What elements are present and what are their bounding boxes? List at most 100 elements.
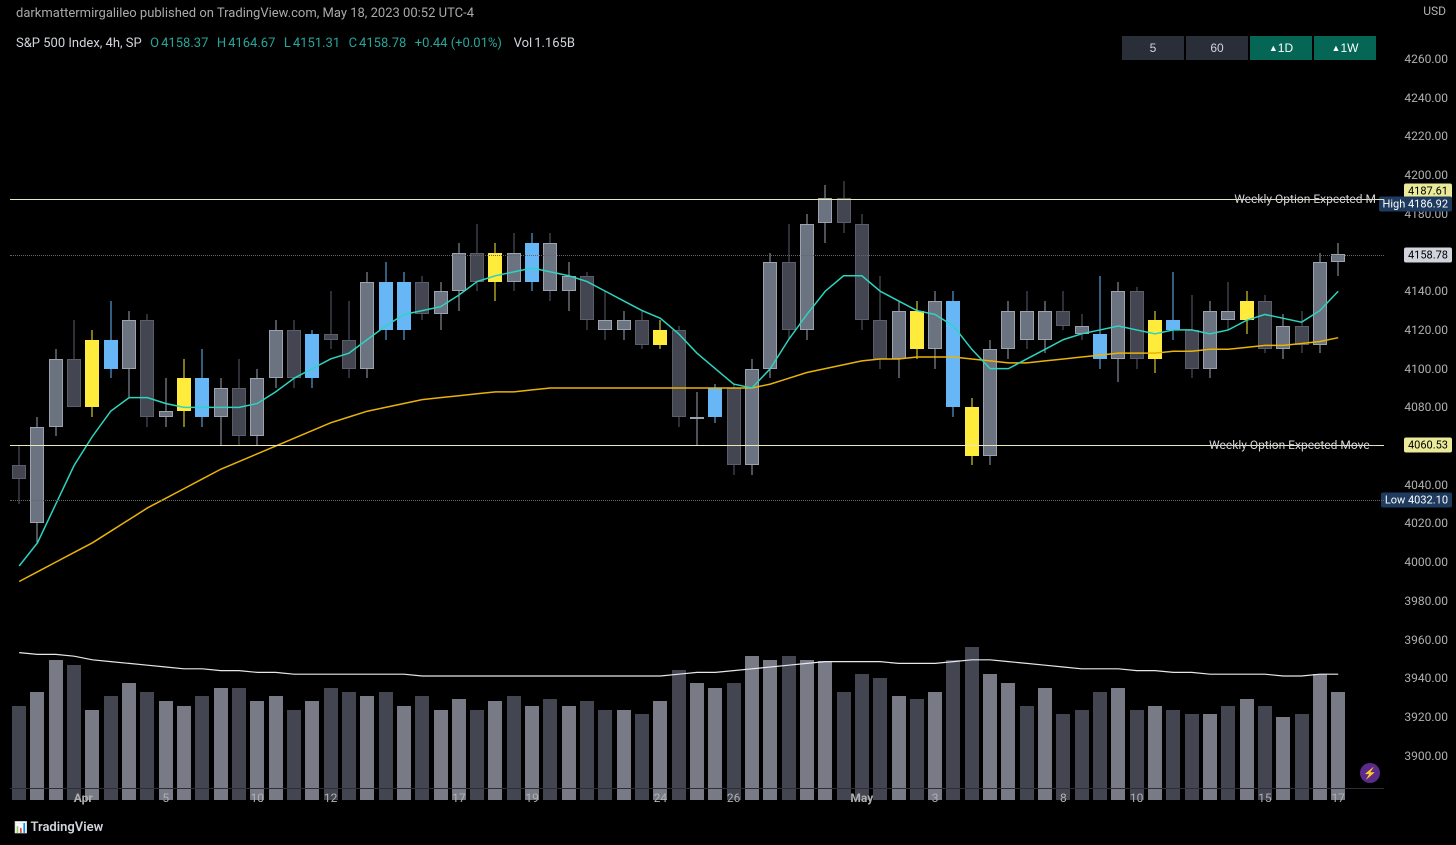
- candle: [67, 30, 81, 775]
- dotted_cur-line: [10, 255, 1384, 256]
- currency-label: USD: [1423, 4, 1446, 18]
- candle: [763, 30, 777, 775]
- candle: [1020, 30, 1034, 775]
- candle: [342, 30, 356, 775]
- candle: [1130, 30, 1144, 775]
- candle: [892, 30, 906, 775]
- candle: [800, 30, 814, 775]
- candle: [635, 30, 649, 775]
- candle: [598, 30, 612, 775]
- candle: [104, 30, 118, 775]
- candle: [1185, 30, 1199, 775]
- price-tick: 4020.00: [1404, 516, 1448, 530]
- candle: [543, 30, 557, 775]
- candle: [195, 30, 209, 775]
- price-tick: 3980.00: [1404, 594, 1448, 608]
- candle: [873, 30, 887, 775]
- price-tick: 3940.00: [1404, 671, 1448, 685]
- time-tick: May: [850, 791, 873, 805]
- candle: [965, 30, 979, 775]
- candle: [1203, 30, 1217, 775]
- time-tick: Apr: [74, 791, 93, 805]
- candle: [214, 30, 228, 775]
- candle: [85, 30, 99, 775]
- candle: [324, 30, 338, 775]
- candle: [1331, 30, 1345, 775]
- candle: [653, 30, 667, 775]
- candle: [1166, 30, 1180, 775]
- dotted_low-line: [10, 500, 1384, 501]
- price-tick: 3960.00: [1404, 633, 1448, 647]
- candle: [1295, 30, 1309, 775]
- candle: [745, 30, 759, 775]
- ideas-fab-icon[interactable]: ⚡: [1360, 763, 1380, 783]
- candle: [488, 30, 502, 775]
- time-tick: 24: [654, 791, 668, 805]
- time-tick: 10: [1130, 791, 1144, 805]
- candle: [397, 30, 411, 775]
- time-tick: 17: [452, 791, 466, 805]
- candle: [1240, 30, 1254, 775]
- candle: [1148, 30, 1162, 775]
- candle: [617, 30, 631, 775]
- candle: [1313, 30, 1327, 775]
- candle: [562, 30, 576, 775]
- time-tick: 3: [932, 791, 939, 805]
- candle: [287, 30, 301, 775]
- price-tick: 4100.00: [1404, 362, 1448, 376]
- time-tick: 8: [1060, 791, 1067, 805]
- candle: [910, 30, 924, 775]
- price-tick: 4260.00: [1404, 52, 1448, 66]
- candle: [1221, 30, 1235, 775]
- candle: [837, 30, 851, 775]
- candle: [1276, 30, 1290, 775]
- candle: [1093, 30, 1107, 775]
- price-badge-current: 4158.78: [1404, 247, 1452, 262]
- candle: [379, 30, 393, 775]
- candle: [159, 30, 173, 775]
- candle: [434, 30, 448, 775]
- candle: [1001, 30, 1015, 775]
- candle: [269, 30, 283, 775]
- candle: [1111, 30, 1125, 775]
- candle: [507, 30, 521, 775]
- horiz_low-line: [10, 445, 1384, 446]
- price-tick: 4200.00: [1404, 168, 1448, 182]
- publisher-line: darkmattermirgalileo published on Tradin…: [16, 6, 474, 21]
- time-tick: 5: [162, 791, 169, 805]
- candlestick-chart[interactable]: ⚡: [10, 30, 1384, 800]
- time-tick: 17: [1331, 791, 1345, 805]
- horiz_low-label: Weekly Option Expected Move -: [1209, 438, 1376, 452]
- time-axis[interactable]: Apr5101217192426May38101517: [10, 791, 1384, 811]
- candle: [1258, 30, 1272, 775]
- candle: [360, 30, 374, 775]
- candle: [708, 30, 722, 775]
- candle: [946, 30, 960, 775]
- candle: [30, 30, 44, 775]
- candle: [415, 30, 429, 775]
- price-badge-low_box: Low 4032.10: [1381, 493, 1452, 508]
- candle: [470, 30, 484, 775]
- tradingview-watermark: TradingView: [14, 820, 103, 835]
- candle: [1056, 30, 1070, 775]
- time-tick: 19: [525, 791, 539, 805]
- candle: [1038, 30, 1052, 775]
- price-badge-low_lbl: 4060.53: [1404, 438, 1452, 453]
- candle: [782, 30, 796, 775]
- time-tick: 12: [324, 791, 338, 805]
- price-tick: 4220.00: [1404, 129, 1448, 143]
- candle: [580, 30, 594, 775]
- candle: [1075, 30, 1089, 775]
- time-tick: 15: [1258, 791, 1272, 805]
- horiz_high-line: [10, 199, 1384, 200]
- candle: [855, 30, 869, 775]
- price-axis[interactable]: 4260.004240.004220.004200.004180.004160.…: [1384, 30, 1456, 800]
- price-tick: 4080.00: [1404, 400, 1448, 414]
- candle: [525, 30, 539, 775]
- candle: [928, 30, 942, 775]
- candle: [12, 30, 26, 775]
- horiz_high-label: Weekly Option Expected M: [1234, 192, 1376, 206]
- candle: [818, 30, 832, 775]
- candle: [177, 30, 191, 775]
- price-badge-high_box: High 4186.92: [1379, 197, 1452, 212]
